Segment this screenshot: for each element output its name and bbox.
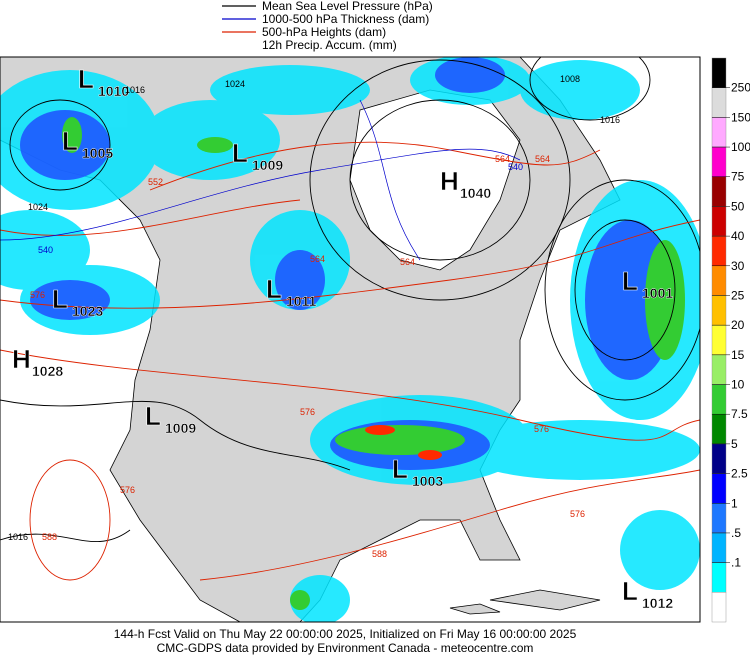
system-symbol: L xyxy=(62,126,78,156)
contour-label: 576 xyxy=(300,407,315,417)
contour-label: 576 xyxy=(120,485,135,495)
islands xyxy=(449,589,601,615)
isobars xyxy=(0,57,700,543)
colorbar-label: 250 xyxy=(731,81,750,95)
colorbar-label: 50 xyxy=(731,199,745,213)
system-pressure: 1005 xyxy=(82,145,113,161)
colorbar-swatch xyxy=(711,117,727,148)
contour-label: 564 xyxy=(495,154,510,164)
colorbar-label: 75 xyxy=(731,170,745,184)
legend: Mean Sea Level Pressure (hPa)1000-500 hP… xyxy=(222,0,433,52)
footer-text: 144-h Fcst Valid on Thu May 22 00:00:00 … xyxy=(114,627,577,641)
map-frame xyxy=(0,56,701,623)
system-pressure: 1009 xyxy=(165,420,196,436)
footer-text: CMC-GDPS data provided by Environment Ca… xyxy=(157,641,534,655)
contour-label: 552 xyxy=(148,177,163,187)
system-symbol: L xyxy=(622,576,638,606)
contour-label: 576 xyxy=(570,509,585,519)
colorbar-swatch xyxy=(711,443,727,474)
footer: 144-h Fcst Valid on Thu May 22 00:00:00 … xyxy=(114,627,577,655)
colorbar-label: 5 xyxy=(731,437,738,451)
colorbar: 250 150 100 75 50 40 30 25 20 15 10 7.5 5 2.5 1 .5 .1 xyxy=(711,57,750,623)
legend-text: 1000-500 hPa Thickness (dam) xyxy=(262,12,429,26)
contour-label: 564 xyxy=(535,154,550,164)
contour-label: 1024 xyxy=(225,79,245,89)
colorbar-label: 40 xyxy=(731,229,745,243)
contour-label: 564 xyxy=(400,257,415,267)
colorbar-label: 1 xyxy=(731,496,738,510)
colorbar-swatch xyxy=(711,206,727,237)
system-pressure: 1040 xyxy=(460,185,491,201)
contour-label: 576 xyxy=(534,424,549,434)
thickness-contours xyxy=(0,99,521,261)
colorbar-swatch xyxy=(711,473,727,504)
system-pressure: 1012 xyxy=(642,595,673,611)
colorbar-label: 7.5 xyxy=(731,407,748,421)
contour-label: 564 xyxy=(310,254,325,264)
system-symbol: L xyxy=(145,401,161,431)
colorbar-label: 150 xyxy=(731,110,750,124)
colorbar-swatch xyxy=(711,354,727,385)
colorbar-swatch xyxy=(711,414,727,445)
contour-labels: 1024101610245525405645765645645401008101… xyxy=(8,74,620,559)
colorbar-swatch xyxy=(711,235,727,266)
system-pressure: 1009 xyxy=(252,157,283,173)
contour-label: 1016 xyxy=(600,115,620,125)
colorbar-label: 10 xyxy=(731,378,745,392)
system-pressure: 1011 xyxy=(286,293,317,309)
colorbar-label: 20 xyxy=(731,318,745,332)
system-symbol: L xyxy=(52,284,68,314)
system-pressure: 1001 xyxy=(642,285,673,301)
colorbar-swatch xyxy=(711,384,727,415)
colorbar-label: 25 xyxy=(731,288,745,302)
precip-extreme xyxy=(365,425,442,460)
legend-text: Mean Sea Level Pressure (hPa) xyxy=(262,0,433,13)
contour-label: 540 xyxy=(508,162,523,172)
colorbar-label: 100 xyxy=(731,140,750,154)
system-pressure: 1003 xyxy=(412,473,443,489)
colorbar-label: 2.5 xyxy=(731,467,748,481)
colorbar-swatch xyxy=(711,176,727,207)
colorbar-swatch xyxy=(711,295,727,326)
colorbar-label: 15 xyxy=(731,348,745,362)
contour-label: 1008 xyxy=(560,74,580,84)
colorbar-label: .5 xyxy=(731,526,741,540)
colorbar-swatch xyxy=(711,57,727,88)
height-contours xyxy=(0,141,700,581)
colorbar-swatch xyxy=(711,146,727,177)
system-symbol: H xyxy=(12,344,31,374)
system-symbol: L xyxy=(232,138,248,168)
system-symbol: H xyxy=(440,166,459,196)
colorbar-swatch xyxy=(711,324,727,356)
contour-label: 1024 xyxy=(28,202,48,212)
colorbar-swatch xyxy=(711,592,727,623)
contour-label: 540 xyxy=(38,245,53,255)
contour-label: 1016 xyxy=(125,85,145,95)
colorbar-label: 30 xyxy=(731,259,745,273)
colorbar-label: .1 xyxy=(731,556,741,570)
system-pressure: 1023 xyxy=(72,303,103,319)
colorbar-swatch xyxy=(711,562,727,593)
contour-label: 1016 xyxy=(8,532,28,542)
precip-heavy xyxy=(62,117,685,610)
colorbar-swatch xyxy=(711,87,727,118)
legend-text: 12h Precip. Accum. (mm) xyxy=(262,38,397,52)
system-symbol: L xyxy=(266,274,282,304)
contour-label: 576 xyxy=(30,290,45,300)
system-symbol: L xyxy=(78,64,94,94)
system-symbol: L xyxy=(392,454,408,484)
system-pressure: 1028 xyxy=(32,363,63,379)
colorbar-swatch xyxy=(711,265,727,296)
colorbar-swatch xyxy=(711,503,727,534)
contour-label: 588 xyxy=(42,532,57,542)
colorbar-swatch xyxy=(711,532,727,563)
contour-label: 588 xyxy=(372,549,387,559)
legend-text: 500-hPa Heights (dam) xyxy=(262,25,386,39)
system-pressure: 1010 xyxy=(98,83,129,99)
system-symbol: L xyxy=(622,266,638,296)
